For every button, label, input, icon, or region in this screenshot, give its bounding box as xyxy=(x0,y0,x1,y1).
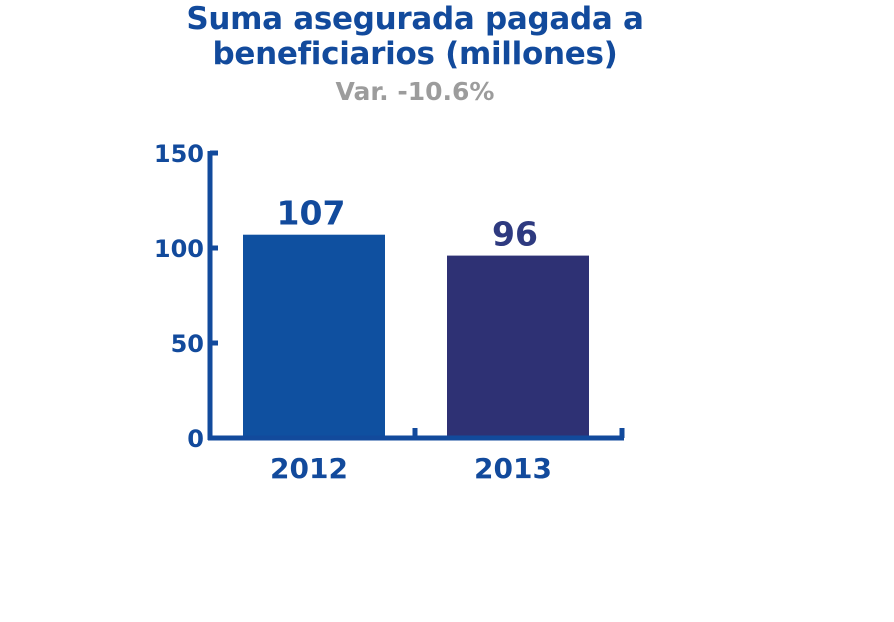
y-tick-label-150: 150 xyxy=(154,140,204,168)
y-tick-label-0: 0 xyxy=(187,425,204,453)
y-tick-label-50: 50 xyxy=(171,330,204,358)
data-label-2012: 107 xyxy=(277,194,346,233)
chart-title-line-1: Suma asegurada pagada a xyxy=(186,1,644,37)
bar-2013 xyxy=(447,255,589,438)
bar-2012 xyxy=(243,234,385,438)
chart-subtitle: Var. -10.6% xyxy=(335,77,495,106)
chart-title-block: Suma asegurada pagada a beneficiarios (m… xyxy=(0,2,830,108)
x-category-label-2012: 2012 xyxy=(270,452,348,485)
chart-title-line-2: beneficiarios (millones) xyxy=(212,36,618,72)
data-label-2013: 96 xyxy=(492,215,538,254)
x-category-label-2013: 2013 xyxy=(474,452,552,485)
y-tick-label-100: 100 xyxy=(154,235,204,263)
